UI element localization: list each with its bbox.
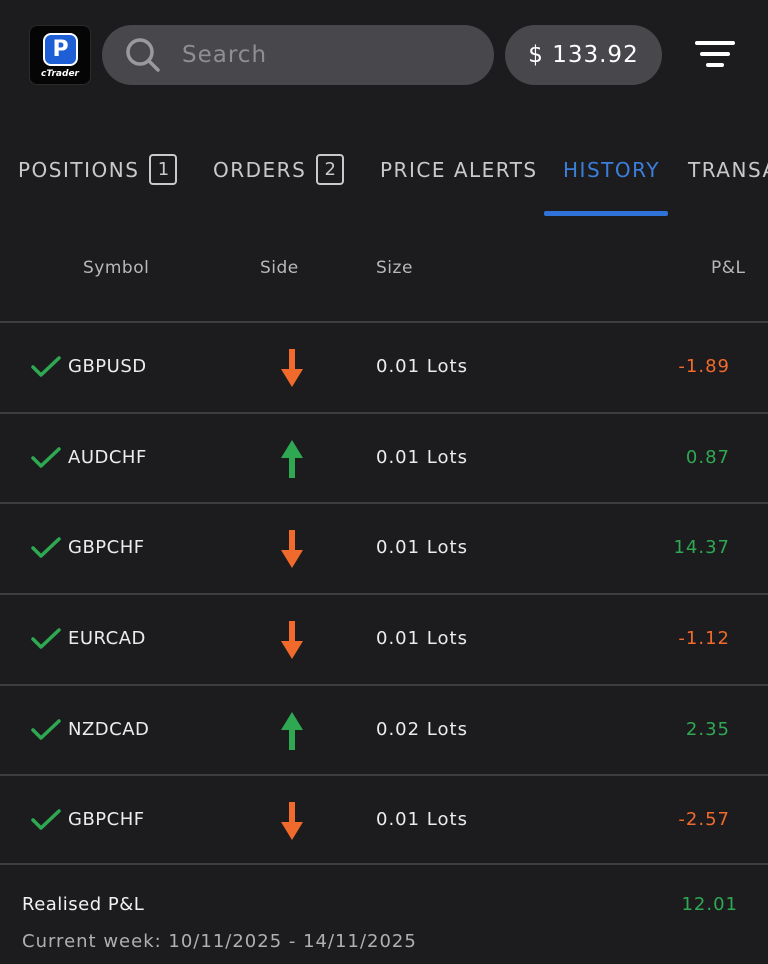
tab-positions-label: POSITIONS (18, 158, 140, 182)
tab-price-alerts[interactable]: PRICE ALERTS (380, 150, 538, 190)
tab-price-alerts-label: PRICE ALERTS (380, 158, 538, 182)
table-row[interactable]: EURCAD 0.01 Lots -1.12 (0, 593, 768, 684)
logo-badge: P (43, 33, 78, 66)
row-size: 0.01 Lots (376, 628, 468, 650)
tab-orders-count: 2 (316, 154, 345, 185)
row-pnl: -2.57 (678, 809, 730, 831)
account-balance-button[interactable]: $ 133.92 (505, 25, 662, 85)
logo-brand-text: cTrader (41, 69, 79, 79)
row-pnl: 14.37 (673, 537, 730, 559)
history-table: GBPUSD 0.01 Lots -1.89 AUDCHF 0.01 Lots 0.87 G… (0, 321, 768, 866)
table-row[interactable]: AUDCHF 0.01 Lots 0.87 (0, 411, 768, 503)
closed-check-icon (30, 808, 62, 832)
realised-pnl-value: 12.01 (681, 894, 738, 915)
search-input[interactable] (182, 35, 472, 75)
search-icon (126, 38, 160, 72)
tab-positions[interactable]: POSITIONS 1 (18, 150, 178, 190)
buy-arrow-up-icon (280, 710, 304, 752)
sell-arrow-down-icon (280, 347, 304, 389)
realised-pnl-label: Realised P&L (22, 894, 145, 915)
table-row[interactable]: NZDCAD 0.02 Lots 2.35 (0, 683, 768, 775)
row-symbol: GBPCHF (68, 809, 145, 831)
active-tab-indicator (544, 211, 668, 216)
row-size: 0.01 Lots (376, 356, 468, 377)
row-symbol: GBPUSD (68, 356, 147, 377)
closed-check-icon (30, 627, 62, 651)
row-size: 0.01 Lots (376, 537, 468, 559)
row-symbol: GBPCHF (68, 537, 145, 559)
row-symbol: AUDCHF (68, 446, 147, 468)
search-bar[interactable] (102, 25, 494, 85)
summary-footer: Realised P&L 12.01 Current week: 10/11/2… (0, 870, 768, 964)
column-header-size: Size (376, 258, 413, 278)
row-pnl: -1.12 (678, 628, 730, 650)
top-bar: P cTrader $ 133.92 (0, 0, 768, 110)
closed-check-icon (30, 536, 62, 560)
filter-menu-icon[interactable] (692, 38, 738, 72)
row-pnl: 2.35 (685, 718, 730, 740)
sell-arrow-down-icon (280, 619, 304, 661)
app-logo[interactable]: P cTrader (29, 25, 91, 85)
current-week-range: Current week: 10/11/2025 - 14/11/2025 (22, 931, 417, 952)
column-header-side: Side (260, 258, 299, 278)
tab-history[interactable]: HISTORY (563, 150, 660, 190)
row-size: 0.01 Lots (376, 446, 468, 468)
row-pnl: -1.89 (678, 356, 730, 377)
table-row[interactable]: GBPCHF 0.01 Lots -2.57 (0, 774, 768, 866)
tab-bar: POSITIONS 1 ORDERS 2 PRICE ALERTS HISTORY … (0, 140, 768, 220)
tab-transactions[interactable]: TRANSA (688, 150, 768, 190)
closed-check-icon (30, 355, 62, 379)
row-size: 0.01 Lots (376, 809, 468, 831)
sell-arrow-down-icon (280, 800, 304, 842)
table-row[interactable]: GBPUSD 0.01 Lots -1.89 (0, 321, 768, 412)
row-symbol: EURCAD (68, 628, 146, 650)
closed-check-icon (30, 446, 62, 470)
row-size: 0.02 Lots (376, 718, 468, 740)
tab-transactions-label: TRANSA (688, 158, 768, 182)
closed-check-icon (30, 718, 62, 742)
sell-arrow-down-icon (280, 528, 304, 570)
tab-orders[interactable]: ORDERS 2 (213, 150, 345, 190)
row-symbol: NZDCAD (68, 718, 150, 740)
tab-positions-count: 1 (149, 154, 178, 185)
buy-arrow-up-icon (280, 438, 304, 480)
row-pnl: 0.87 (685, 446, 730, 468)
column-header-symbol: Symbol (83, 258, 150, 278)
tab-history-label: HISTORY (563, 158, 660, 182)
column-header-pnl: P&L (711, 258, 746, 278)
tab-orders-label: ORDERS (213, 158, 307, 182)
logo-letter: P (52, 37, 69, 62)
table-row[interactable]: GBPCHF 0.01 Lots 14.37 (0, 502, 768, 593)
